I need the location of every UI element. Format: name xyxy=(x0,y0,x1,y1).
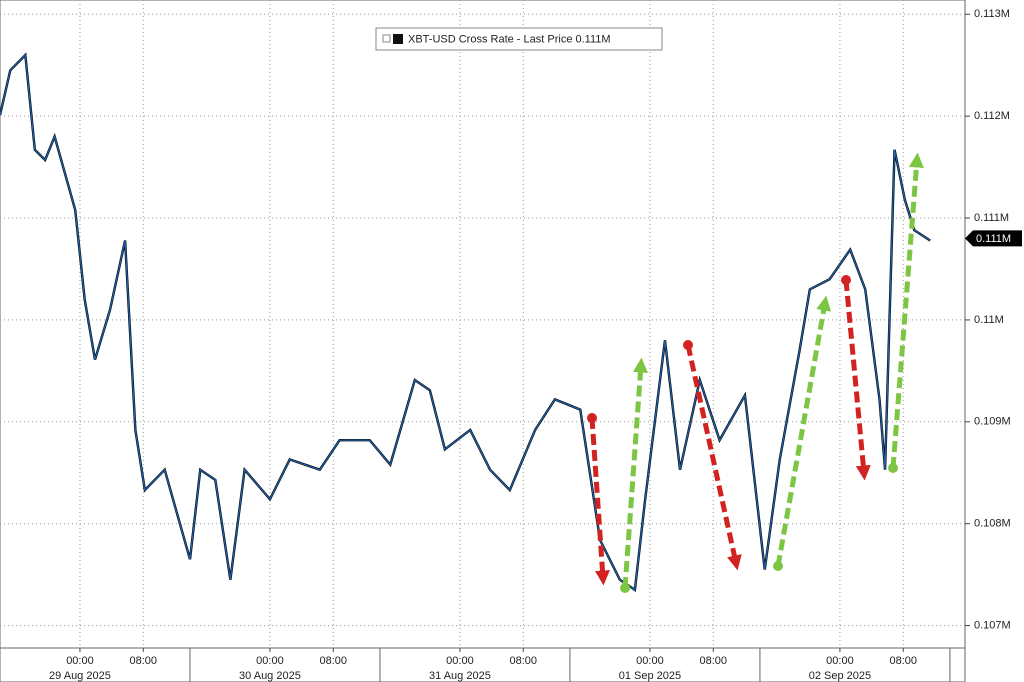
legend-box xyxy=(375,27,663,51)
arrow-dot xyxy=(888,463,898,473)
x-tick-label: 08:00 xyxy=(510,655,538,667)
y-tick-label: 0.111M xyxy=(974,212,1009,224)
last-price-tag xyxy=(965,230,1022,247)
x-tick-label: 08:00 xyxy=(889,655,917,667)
arrow xyxy=(890,152,924,469)
arrow-dot xyxy=(587,413,597,423)
arrow xyxy=(685,344,742,571)
legend-swatch xyxy=(393,34,403,44)
x-axis-area xyxy=(0,647,966,682)
arrow xyxy=(622,357,648,589)
legend-last: 0.111M xyxy=(576,33,611,45)
date-label: 29 Aug 2025 xyxy=(49,670,111,682)
x-tick-label: 00:00 xyxy=(826,655,854,667)
date-label: 02 Sep 2025 xyxy=(809,670,871,682)
axes: 0.107M 0.108M 0.109M 0.11M 0.111M 0.112M 0.113… xyxy=(0,8,1022,682)
x-tick-label: 00:00 xyxy=(256,655,284,667)
legend: XBT-USD Cross Rate - Last Price 0.111M xyxy=(375,27,663,51)
x-tick-label: 00:00 xyxy=(66,655,94,667)
legend-text: XBT-USD Cross Rate - Last Price 0.111M xyxy=(408,33,611,45)
arrow-dot xyxy=(683,340,693,350)
x-tick-label: 00:00 xyxy=(446,655,474,667)
price-line xyxy=(0,53,931,592)
y-tick-label: 0.113M xyxy=(974,8,1010,20)
legend-icon xyxy=(382,34,391,43)
x-tick-label: 00:00 xyxy=(636,655,664,667)
y-tick-label: 0.107M xyxy=(974,619,1011,631)
arrow xyxy=(843,279,871,481)
arrow-dot xyxy=(841,275,851,285)
arrow xyxy=(589,417,610,586)
arrow-dot xyxy=(620,583,630,593)
y-tick-label: 0.112M xyxy=(974,110,1010,122)
y-tick-label: 0.109M xyxy=(974,416,1011,428)
series xyxy=(0,52,931,593)
date-label: 31 Aug 2025 xyxy=(429,670,491,682)
y-tick-label: 0.11M xyxy=(974,314,1004,326)
x-tick-label: 08:00 xyxy=(320,655,348,667)
arrow xyxy=(775,295,832,567)
legend-name: XBT-USD Cross Rate - Last Price xyxy=(408,33,572,45)
annotations xyxy=(587,152,924,593)
x-tick-label: 08:00 xyxy=(699,655,727,667)
y-tick-label: 0.108M xyxy=(974,518,1011,530)
last-price-label: 0.111M xyxy=(976,233,1011,245)
date-label: 01 Sep 2025 xyxy=(619,670,681,682)
date-label: 30 Aug 2025 xyxy=(239,670,301,682)
arrow-dot xyxy=(773,561,783,571)
x-tick-label: 08:00 xyxy=(130,655,158,667)
